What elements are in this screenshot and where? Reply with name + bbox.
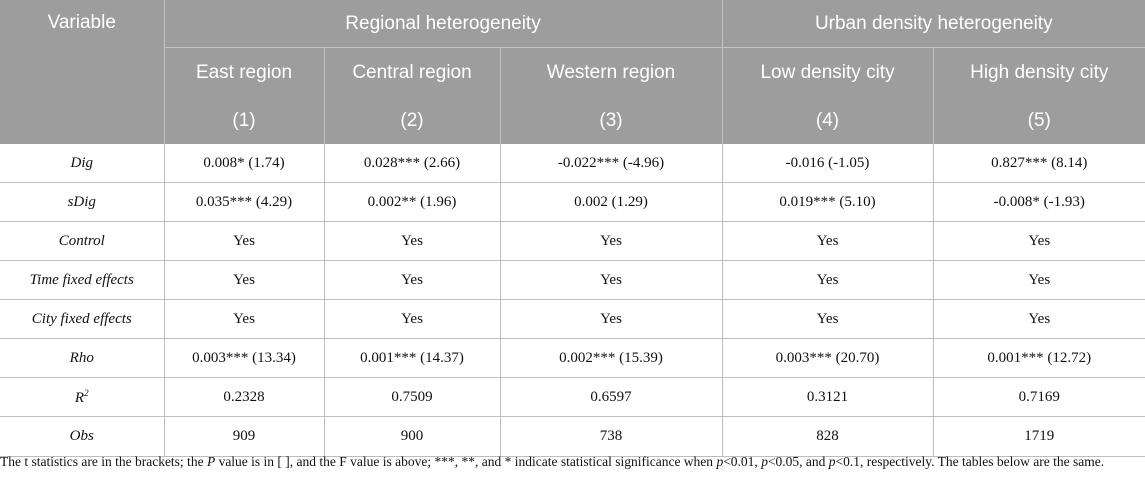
table-cell: Yes <box>499 221 723 261</box>
row-label-base: R <box>74 389 85 406</box>
table-cell: Yes <box>323 221 500 261</box>
table-body: Dig 0.008* (1.74) 0.028*** (2.66) -0.022… <box>0 144 1145 457</box>
column-number-2: (2) <box>323 97 500 144</box>
row-label: Time fixed effects <box>0 260 164 300</box>
variable-header: Variable <box>0 0 164 144</box>
table-row: City fixed effects Yes Yes Yes Yes Yes <box>0 299 1145 339</box>
column-number-4: (4) <box>721 97 934 144</box>
table-cell: 900 <box>323 416 500 457</box>
table-footnote: The t statistics are in the brackets; th… <box>0 453 1140 471</box>
table-cell: Yes <box>932 260 1145 300</box>
row-label: Rho <box>0 338 164 378</box>
table-cell: Yes <box>499 260 723 300</box>
table-row: Control Yes Yes Yes Yes Yes <box>0 221 1145 261</box>
table-cell: 1719 <box>932 416 1145 457</box>
row-label: Dig <box>0 144 164 183</box>
table-row: Obs 909 900 738 828 1719 <box>0 416 1145 457</box>
column-header-western: Western region <box>499 47 723 97</box>
table-cell: 0.3121 <box>721 377 934 417</box>
table-cell: 828 <box>721 416 934 457</box>
table-cell: 738 <box>499 416 723 457</box>
table-cell: 0.019*** (5.10) <box>721 182 934 222</box>
row-label: Obs <box>0 416 164 457</box>
table-cell: Yes <box>499 299 723 339</box>
table-cell: 0.035*** (4.29) <box>163 182 324 222</box>
group-header-density: Urban density heterogeneity <box>721 0 1145 48</box>
row-label-superscript: 2 <box>84 387 89 398</box>
table-cell: 0.002** (1.96) <box>323 182 500 222</box>
row-label: R2 <box>0 377 164 417</box>
table-cell: Yes <box>721 221 934 261</box>
table-row: R2 0.2328 0.7509 0.6597 0.3121 0.7169 <box>0 377 1145 417</box>
footnote-text: <0.05, and <box>767 454 829 469</box>
table-cell: -0.008* (-1.93) <box>932 182 1145 222</box>
row-label: City fixed effects <box>0 299 164 339</box>
table-cell: 0.002 (1.29) <box>499 182 723 222</box>
column-header-central: Central region <box>323 47 500 97</box>
table-cell: Yes <box>721 260 934 300</box>
table-header: Variable Regional heterogeneity Urban de… <box>0 0 1145 144</box>
table-cell: Yes <box>323 260 500 300</box>
table-cell: 0.7169 <box>932 377 1145 417</box>
column-number-3: (3) <box>499 97 723 144</box>
table-row: Dig 0.008* (1.74) 0.028*** (2.66) -0.022… <box>0 144 1145 183</box>
table-cell: 0.7509 <box>323 377 500 417</box>
table-cell: 0.827*** (8.14) <box>932 144 1145 183</box>
table-cell: 0.003*** (13.34) <box>163 338 324 378</box>
table-row: Rho 0.003*** (13.34) 0.001*** (14.37) 0.… <box>0 338 1145 378</box>
column-number-5: (5) <box>932 97 1145 144</box>
footnote-text: value is in [ ], and the F value is abov… <box>215 454 717 469</box>
table-cell: Yes <box>163 260 324 300</box>
column-header-high-density: High density city <box>932 47 1145 97</box>
table-cell: -0.016 (-1.05) <box>721 144 934 183</box>
table-cell: -0.022*** (-4.96) <box>499 144 723 183</box>
table-row: Time fixed effects Yes Yes Yes Yes Yes <box>0 260 1145 300</box>
footnote-text: <0.01, <box>723 454 762 469</box>
footnote-text: <0.1, respectively. The tables below are… <box>835 454 1105 469</box>
table-cell: 0.008* (1.74) <box>163 144 324 183</box>
table-cell: Yes <box>323 299 500 339</box>
table-cell: 0.028*** (2.66) <box>323 144 500 183</box>
group-header-regional: Regional heterogeneity <box>163 0 723 48</box>
table-cell: Yes <box>163 221 324 261</box>
table-cell: 0.002*** (15.39) <box>499 338 723 378</box>
column-header-low-density: Low density city <box>721 47 934 97</box>
table-cell: 0.6597 <box>499 377 723 417</box>
table-cell: Yes <box>721 299 934 339</box>
table-cell: 0.2328 <box>163 377 324 417</box>
footnote-p-symbol: p <box>828 454 836 469</box>
table-cell: Yes <box>163 299 324 339</box>
table-cell: 0.001*** (14.37) <box>323 338 500 378</box>
row-label: Control <box>0 221 164 261</box>
table-cell: Yes <box>932 221 1145 261</box>
column-header-east: East region <box>163 47 324 97</box>
footnote-text: The t statistics are in the brackets; th… <box>0 454 207 469</box>
row-label: sDig <box>0 182 164 222</box>
regression-table: Variable Regional heterogeneity Urban de… <box>0 0 1145 457</box>
footnote-p-symbol: p <box>716 454 724 469</box>
footnote-p-symbol: p <box>761 454 768 469</box>
footnote-p-symbol: P <box>206 454 216 469</box>
table-row: sDig 0.035*** (4.29) 0.002** (1.96) 0.00… <box>0 182 1145 222</box>
table-cell: Yes <box>932 299 1145 339</box>
table-cell: 0.003*** (20.70) <box>721 338 934 378</box>
column-number-1: (1) <box>163 97 324 144</box>
table-cell: 909 <box>163 416 324 457</box>
table-cell: 0.001*** (12.72) <box>932 338 1145 378</box>
